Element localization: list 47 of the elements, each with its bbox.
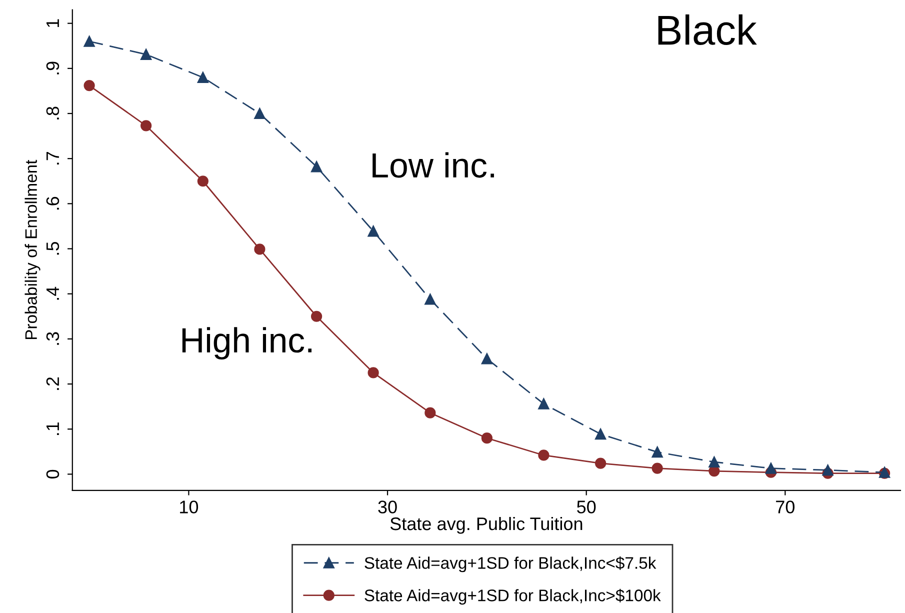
y-tick-label: .2: [46, 377, 59, 390]
y-tick-label: .7: [46, 152, 59, 164]
point: [310, 310, 322, 322]
annotation: Low inc.: [372, 152, 494, 178]
x-tick-label: 70: [776, 500, 794, 514]
y-tick-label: .8: [46, 106, 60, 120]
point: [481, 353, 492, 364]
point: [652, 446, 663, 458]
y-tick-label: .6: [46, 196, 60, 210]
point: [368, 367, 379, 378]
point: [140, 48, 152, 60]
point: [84, 36, 95, 47]
point: [84, 80, 95, 92]
y-tick-label: .1: [46, 422, 59, 435]
point: [254, 108, 266, 120]
x-tick-label: 30: [378, 500, 397, 514]
y-tick-label: .4: [46, 286, 59, 300]
point: [765, 462, 776, 474]
point: [368, 226, 379, 237]
point: [310, 161, 322, 172]
point: [140, 120, 152, 132]
x-axis-title: State avg. Public Tuition: [390, 516, 582, 534]
point: [538, 398, 550, 410]
point: [254, 244, 266, 255]
point: [652, 462, 663, 474]
point: [595, 428, 606, 440]
y-tick-label: 0: [46, 470, 60, 478]
point: [595, 458, 606, 469]
point: [708, 456, 720, 468]
point: [424, 407, 436, 418]
point: [538, 450, 550, 461]
y-tick-label: .3: [46, 332, 60, 345]
legend-label: State Aid=avg+1SD for Black,Inc<$7.5k: [364, 556, 656, 572]
x-tick-label: 50: [577, 500, 596, 514]
annotation: High inc.: [182, 327, 312, 360]
point: [481, 432, 492, 444]
legend-label: State Aid=avg+1SD for Black,Inc>$100k: [364, 588, 661, 605]
y-axis-title: Probability of Enrollment: [24, 160, 40, 340]
y-tick-label: .9: [46, 62, 60, 74]
y-tick-label: .5: [46, 242, 60, 255]
x-tick-label: 10: [180, 500, 198, 514]
annotation: Black: [658, 14, 757, 46]
point: [197, 72, 208, 83]
point: [424, 294, 436, 305]
point: [822, 464, 834, 476]
point: [197, 176, 208, 187]
y-tick-label: 1: [46, 19, 59, 27]
